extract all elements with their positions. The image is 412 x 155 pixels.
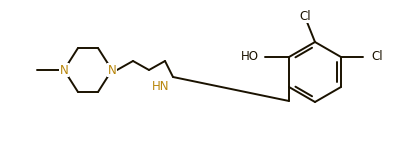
Text: Cl: Cl bbox=[299, 9, 311, 22]
Text: N: N bbox=[60, 64, 68, 77]
Text: Cl: Cl bbox=[371, 51, 383, 64]
Text: HN: HN bbox=[152, 80, 170, 93]
Text: HO: HO bbox=[241, 51, 259, 64]
Text: N: N bbox=[108, 64, 116, 77]
